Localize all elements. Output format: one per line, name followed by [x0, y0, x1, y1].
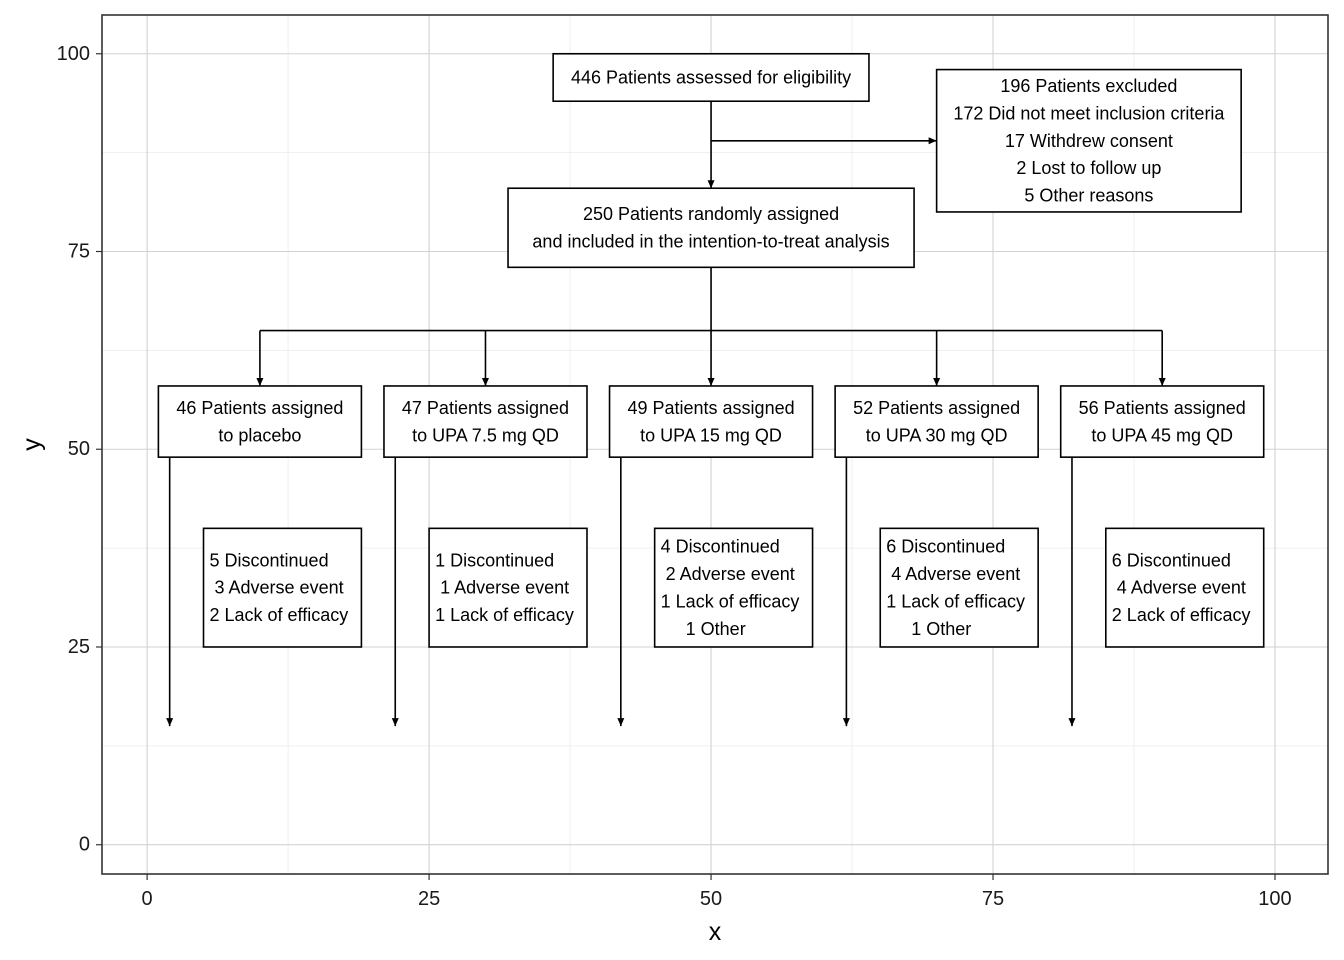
box-line-arm-placebo-0: 46 Patients assigned [176, 398, 343, 418]
connector-arrows [166, 101, 1166, 727]
box-line-disc-upa-15-3: 1 Other [661, 619, 746, 639]
arrowhead-4 [256, 377, 264, 386]
box-disc-placebo: 5 Discontinued 3 Adverse event 2 Lack of … [202, 527, 363, 648]
box-frame-arm-placebo [157, 385, 363, 458]
box-frame-disc-upa-15 [653, 527, 814, 648]
box-line-disc-upa-30-1: 4 Adverse event [886, 564, 1020, 584]
y-tick-label: 25 [68, 636, 90, 658]
box-frame-disc-placebo [202, 527, 363, 648]
box-disc-upa-7-5: 1 Discontinued 1 Adverse event 1 Lack of … [428, 527, 588, 648]
arrowhead-9 [166, 718, 174, 727]
box-line-excluded-3: 2 Lost to follow up [1016, 158, 1161, 178]
box-line-arm-upa-45-1: to UPA 45 mg QD [1091, 425, 1233, 445]
x-tick-label: 50 [700, 888, 722, 910]
box-line-arm-placebo-1: to placebo [218, 425, 301, 445]
box-line-arm-upa-30-1: to UPA 30 mg QD [866, 425, 1008, 445]
y-tick-label: 100 [57, 43, 90, 65]
box-line-excluded-0: 196 Patients excluded [1000, 76, 1177, 96]
box-line-disc-upa-30-3: 1 Other [886, 619, 971, 639]
arrowhead-6 [707, 377, 715, 386]
panel-border [101, 14, 1329, 875]
box-frame-disc-upa-45 [1105, 527, 1265, 648]
box-frame-excluded [935, 68, 1242, 213]
box-frame-arm-upa-15 [608, 385, 814, 458]
box-line-disc-placebo-1: 3 Adverse event [210, 578, 344, 598]
arrowhead-10 [391, 718, 399, 727]
box-arm-upa-30: 52 Patients assigned to UPA 30 mg QD [834, 385, 1039, 458]
box-line-disc-upa-45-0: 6 Discontinued [1112, 550, 1231, 570]
box-disc-upa-30: 6 Discontinued 4 Adverse event 1 Lack of … [879, 527, 1039, 648]
box-frame-randomized [507, 187, 915, 269]
arrowhead-11 [617, 718, 625, 727]
box-line-disc-upa-45-2: 2 Lack of efficacy [1112, 605, 1251, 625]
arrowhead-13 [1068, 718, 1076, 727]
box-disc-upa-15: 4 Discontinued 2 Adverse event 1 Lack of … [653, 527, 814, 648]
box-line-disc-upa-45-1: 4 Adverse event [1112, 578, 1246, 598]
box-line-disc-placebo-2: 2 Lack of efficacy [210, 605, 349, 625]
arrowhead-12 [842, 718, 850, 727]
box-randomized: 250 Patients randomly assigned and includ… [507, 187, 915, 269]
box-frame-eligibility [552, 52, 870, 103]
box-line-disc-upa-15-2: 1 Lack of efficacy [661, 591, 800, 611]
box-frame-disc-upa-7-5 [428, 527, 588, 648]
box-line-eligibility-0: 446 Patients assessed for eligibility [571, 67, 851, 87]
box-eligibility: 446 Patients assessed for eligibility [552, 52, 870, 103]
x-tick-label: 75 [982, 888, 1004, 910]
flow-boxes: 446 Patients assessed for eligibility 196… [157, 52, 1265, 648]
box-line-disc-placebo-0: 5 Discontinued [210, 550, 329, 570]
box-line-excluded-2: 17 Withdrew consent [1005, 131, 1173, 151]
box-arm-upa-15: 49 Patients assigned to UPA 15 mg QD [608, 385, 814, 458]
x-axis-title: x [709, 918, 722, 946]
box-line-randomized-0: 250 Patients randomly assigned [583, 204, 839, 224]
box-line-disc-upa-15-0: 4 Discontinued [661, 537, 780, 557]
box-line-arm-upa-15-0: 49 Patients assigned [627, 398, 794, 418]
y-tick-label: 0 [79, 834, 90, 856]
box-line-arm-upa-30-0: 52 Patients assigned [853, 398, 1020, 418]
x-tick-label: 0 [142, 888, 153, 910]
box-frame-arm-upa-45 [1059, 385, 1265, 458]
y-tick-label: 75 [68, 241, 90, 263]
y-tick-label: 50 [68, 438, 90, 460]
box-frame-arm-upa-30 [834, 385, 1039, 458]
box-frame-arm-upa-7-5 [383, 385, 588, 458]
y-axis-title: y [18, 438, 46, 451]
x-tick-label: 100 [1258, 888, 1291, 910]
box-arm-upa-7-5: 47 Patients assigned to UPA 7.5 mg QD [383, 385, 588, 458]
box-line-disc-upa-30-2: 1 Lack of efficacy [886, 591, 1025, 611]
box-frame-disc-upa-30 [879, 527, 1039, 648]
box-line-arm-upa-7-5-0: 47 Patients assigned [402, 398, 569, 418]
box-line-disc-upa-30-0: 6 Discontinued [886, 537, 1005, 557]
axes: 0 25 50 75 100 0 25 50 75 100 [57, 43, 1292, 910]
arrowhead-0 [707, 180, 715, 189]
box-disc-upa-45: 6 Discontinued 4 Adverse event 2 Lack of … [1105, 527, 1265, 648]
box-arm-placebo: 46 Patients assigned to placebo [157, 385, 363, 458]
box-line-excluded-1: 172 Did not meet inclusion criteria [953, 103, 1225, 123]
x-tick-label: 25 [418, 888, 440, 910]
box-line-arm-upa-15-1: to UPA 15 mg QD [640, 425, 782, 445]
arrowhead-1 [928, 137, 937, 145]
box-arm-upa-45: 56 Patients assigned to UPA 45 mg QD [1059, 385, 1265, 458]
arrowhead-8 [1158, 377, 1166, 386]
box-line-disc-upa-7-5-1: 1 Adverse event [435, 578, 569, 598]
box-line-excluded-4: 5 Other reasons [1024, 186, 1153, 206]
box-line-disc-upa-15-1: 2 Adverse event [661, 564, 795, 584]
box-line-disc-upa-7-5-2: 1 Lack of efficacy [435, 605, 574, 625]
arrowhead-7 [933, 377, 941, 386]
box-line-disc-upa-7-5-0: 1 Discontinued [435, 550, 554, 570]
box-line-arm-upa-45-0: 56 Patients assigned [1079, 398, 1246, 418]
box-excluded: 196 Patients excluded 172 Did not meet in… [935, 68, 1242, 213]
box-line-arm-upa-7-5-1: to UPA 7.5 mg QD [412, 425, 559, 445]
arrowhead-5 [481, 377, 489, 386]
box-line-randomized-1: and included in the intention-to-treat a… [532, 231, 889, 251]
